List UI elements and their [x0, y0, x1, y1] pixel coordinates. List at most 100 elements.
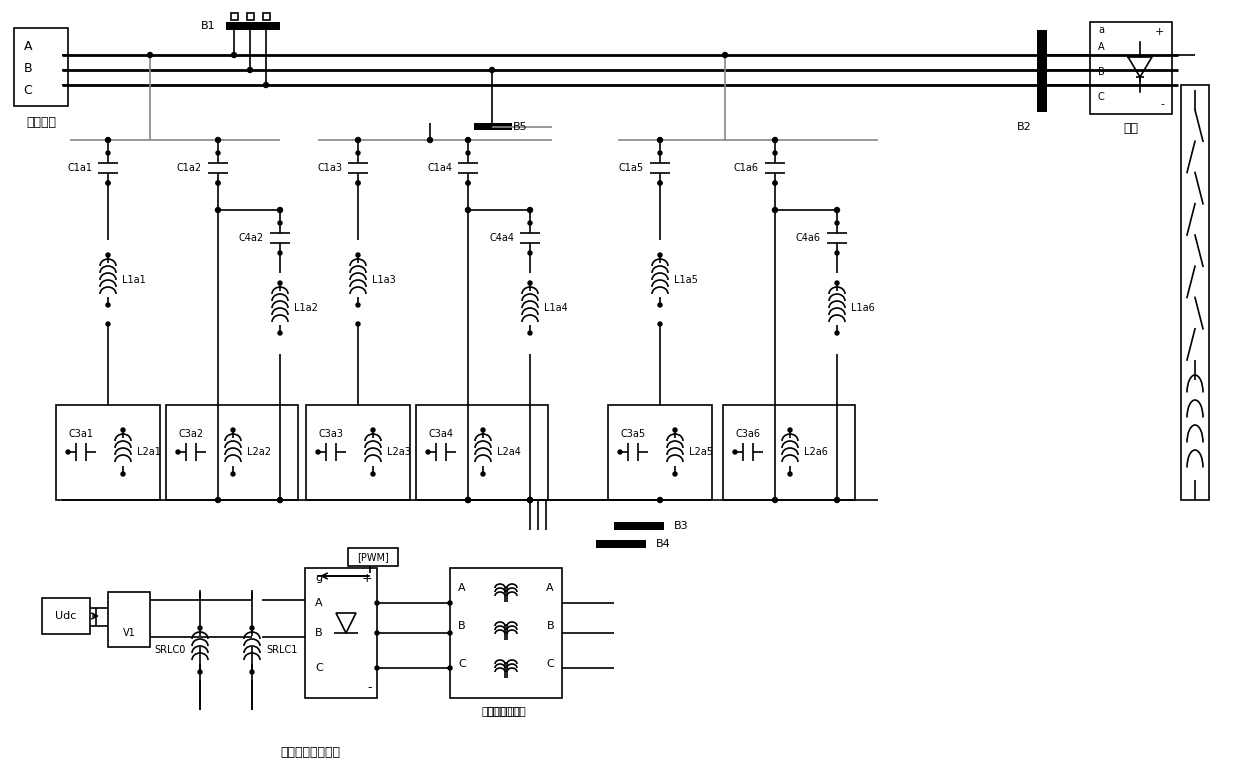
Circle shape — [465, 498, 470, 502]
Text: C4a2: C4a2 — [239, 233, 264, 243]
Circle shape — [658, 151, 662, 155]
Circle shape — [105, 253, 110, 257]
Circle shape — [374, 666, 379, 670]
Circle shape — [528, 251, 532, 255]
Circle shape — [528, 281, 532, 285]
Bar — [306, 405, 410, 500]
Circle shape — [278, 221, 281, 225]
Circle shape — [465, 137, 470, 143]
Bar — [14, 28, 68, 106]
Circle shape — [673, 472, 677, 476]
Circle shape — [356, 303, 360, 307]
Bar — [1037, 30, 1047, 112]
Text: B4: B4 — [656, 539, 671, 549]
Circle shape — [374, 631, 379, 635]
Circle shape — [122, 472, 125, 476]
Circle shape — [481, 428, 485, 432]
Text: V1: V1 — [123, 628, 135, 638]
Circle shape — [448, 666, 453, 670]
Bar — [474, 123, 512, 130]
Text: C3a4: C3a4 — [429, 429, 454, 439]
Bar — [247, 13, 254, 20]
Circle shape — [231, 428, 236, 432]
Text: 电网电源: 电网电源 — [26, 116, 56, 129]
Circle shape — [176, 450, 180, 454]
Circle shape — [1039, 83, 1044, 87]
Circle shape — [723, 52, 728, 58]
Circle shape — [105, 181, 110, 185]
Text: C1a4: C1a4 — [427, 163, 453, 173]
Text: A: A — [24, 39, 32, 52]
Circle shape — [278, 498, 283, 502]
Circle shape — [773, 151, 777, 155]
Circle shape — [371, 472, 374, 476]
Circle shape — [835, 498, 839, 502]
Circle shape — [198, 670, 202, 674]
Circle shape — [216, 181, 219, 185]
Circle shape — [835, 208, 839, 212]
Text: C1a2: C1a2 — [177, 163, 202, 173]
Circle shape — [773, 208, 777, 212]
Circle shape — [618, 450, 622, 454]
Text: C3a6: C3a6 — [735, 429, 760, 439]
Text: C1a5: C1a5 — [619, 163, 644, 173]
Circle shape — [148, 52, 153, 58]
Circle shape — [528, 331, 532, 335]
Text: +: + — [1154, 27, 1164, 37]
Text: B3: B3 — [675, 521, 688, 531]
Bar — [108, 592, 150, 647]
Text: C: C — [458, 659, 466, 669]
Circle shape — [427, 450, 430, 454]
Text: SRLC0: SRLC0 — [155, 645, 186, 655]
Circle shape — [466, 181, 470, 185]
Circle shape — [465, 208, 470, 212]
Text: C: C — [1097, 92, 1105, 102]
Text: B2: B2 — [1017, 122, 1032, 132]
Circle shape — [105, 303, 110, 307]
Bar — [348, 548, 398, 566]
Text: C4a6: C4a6 — [796, 233, 821, 243]
Circle shape — [658, 181, 662, 185]
Circle shape — [658, 181, 662, 185]
Circle shape — [835, 251, 839, 255]
Bar — [614, 522, 663, 530]
Circle shape — [673, 428, 677, 432]
Circle shape — [428, 137, 433, 143]
Bar — [42, 598, 91, 634]
Text: L2a2: L2a2 — [247, 447, 272, 457]
Circle shape — [465, 498, 470, 502]
Circle shape — [356, 322, 360, 326]
Circle shape — [356, 181, 360, 185]
Circle shape — [122, 428, 125, 432]
Text: L2a6: L2a6 — [804, 447, 828, 457]
Circle shape — [371, 428, 374, 432]
Circle shape — [658, 303, 662, 307]
Circle shape — [773, 181, 777, 185]
Text: +: + — [361, 571, 372, 584]
Text: B5: B5 — [512, 122, 527, 132]
Text: [PWM]: [PWM] — [357, 552, 389, 562]
Text: B1: B1 — [201, 21, 216, 31]
Text: L2a4: L2a4 — [497, 447, 521, 457]
Circle shape — [216, 181, 219, 185]
Bar — [56, 405, 160, 500]
Bar — [450, 568, 562, 698]
Circle shape — [448, 601, 453, 605]
Text: B: B — [458, 621, 466, 631]
Text: C3a3: C3a3 — [319, 429, 343, 439]
Text: a: a — [1097, 25, 1104, 35]
Circle shape — [216, 208, 221, 212]
Circle shape — [527, 208, 532, 212]
Circle shape — [466, 181, 470, 185]
Text: 负载: 负载 — [1123, 121, 1138, 134]
Text: L2a3: L2a3 — [387, 447, 410, 457]
Circle shape — [66, 450, 69, 454]
Text: Udc: Udc — [56, 611, 77, 621]
Circle shape — [248, 67, 253, 73]
Circle shape — [231, 472, 236, 476]
Text: B: B — [547, 621, 554, 631]
Circle shape — [356, 181, 360, 185]
Circle shape — [105, 151, 110, 155]
Text: C4a4: C4a4 — [489, 233, 515, 243]
Circle shape — [278, 251, 281, 255]
